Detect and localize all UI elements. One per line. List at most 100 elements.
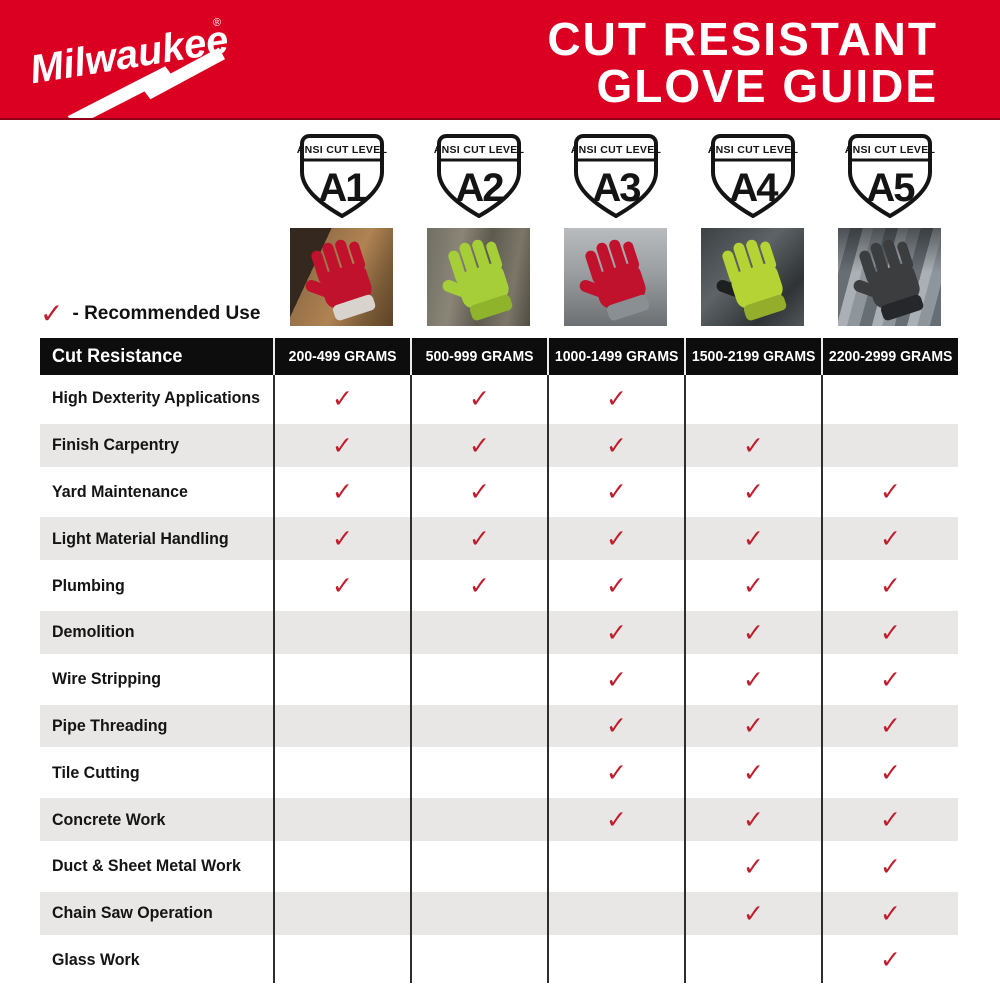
check-icon: ✓ xyxy=(606,758,627,788)
check-cell xyxy=(410,796,547,843)
levels-row-spacer xyxy=(40,130,273,326)
check-icon: ✓ xyxy=(606,571,627,601)
row-label: High Dexterity Applications xyxy=(52,388,261,408)
check-icon: ✓ xyxy=(743,430,764,460)
check-icon: ✓ xyxy=(40,297,64,330)
check-cell: ✓ xyxy=(821,749,958,797)
shield-level-code: A2 xyxy=(455,166,503,210)
row-label: Pipe Threading xyxy=(52,715,168,735)
check-icon: ✓ xyxy=(880,898,901,928)
check-icon: ✓ xyxy=(743,805,764,835)
glove-photo xyxy=(838,228,941,326)
check-cell xyxy=(273,842,410,890)
check-icon: ✓ xyxy=(880,711,901,741)
table-header-row: Cut Resistance 200-499 GRAMS 500-999 GRA… xyxy=(40,338,958,375)
check-cell: ✓ xyxy=(684,608,821,656)
check-cell: ✓ xyxy=(273,562,410,609)
check-cell xyxy=(547,842,684,890)
glove-illustration xyxy=(442,239,513,321)
check-icon: ✓ xyxy=(880,758,901,788)
legend-label: - Recommended Use xyxy=(72,303,261,324)
column-header-a3-grams: 1000-1499 GRAMS xyxy=(547,338,684,375)
row-label: Tile Cutting xyxy=(52,762,140,782)
ansi-levels-row: ANSI CUT LEVEL A1 ANSI CUT LEVEL A2 xyxy=(40,130,958,326)
check-icon: ✓ xyxy=(606,430,627,460)
table-row: Plumbing ✓ ✓ ✓ ✓ ✓ xyxy=(40,562,958,609)
ansi-level-column: ANSI CUT LEVEL A1 xyxy=(273,130,410,326)
table-row: Pipe Threading ✓ ✓ ✓ xyxy=(40,702,958,750)
check-cell: ✓ xyxy=(410,468,547,516)
lightning-bolt-icon xyxy=(37,47,226,118)
glove-photo xyxy=(427,228,530,326)
check-cell: ✓ xyxy=(273,375,410,422)
row-label-cell: Demolition xyxy=(40,609,273,656)
check-icon: ✓ xyxy=(606,711,627,741)
glove-photo xyxy=(701,228,804,326)
table-row: Glass Work ✓ xyxy=(40,936,958,984)
check-cell: ✓ xyxy=(410,562,547,609)
check-cell xyxy=(684,375,821,422)
row-label: Wire Stripping xyxy=(52,669,162,689)
check-icon: ✓ xyxy=(880,571,901,601)
check-cell: ✓ xyxy=(547,796,684,843)
check-cell xyxy=(821,375,958,422)
ansi-cut-level-shield: ANSI CUT LEVEL A4 xyxy=(707,134,798,219)
shield-band-label: ANSI CUT LEVEL xyxy=(570,144,661,156)
shield-band-label: ANSI CUT LEVEL xyxy=(844,144,935,156)
row-label: Finish Carpentry xyxy=(52,435,179,455)
check-cell: ✓ xyxy=(821,702,958,750)
check-cell: ✓ xyxy=(821,796,958,843)
row-label-cell: High Dexterity Applications xyxy=(40,375,273,422)
check-cell: ✓ xyxy=(684,889,821,937)
shield-band-label: ANSI CUT LEVEL xyxy=(433,144,524,156)
check-cell xyxy=(410,936,547,984)
shield-level-code: A1 xyxy=(318,166,367,210)
check-cell xyxy=(821,421,958,469)
ansi-level-column: ANSI CUT LEVEL A2 xyxy=(410,130,547,326)
row-label-cell: Finish Carpentry xyxy=(40,422,273,469)
table-row: Chain Saw Operation ✓ ✓ xyxy=(40,889,958,937)
column-header-a4-grams: 1500-2199 GRAMS xyxy=(684,338,821,375)
check-cell: ✓ xyxy=(547,749,684,797)
glove-photo xyxy=(564,228,667,326)
check-cell: ✓ xyxy=(684,515,821,563)
shield-level-code: A4 xyxy=(729,166,779,210)
check-icon: ✓ xyxy=(332,430,353,460)
ansi-cut-level-shield: ANSI CUT LEVEL A3 xyxy=(570,134,661,219)
table-row: Tile Cutting ✓ ✓ ✓ xyxy=(40,749,958,797)
column-header-a5-grams: 2200-2999 GRAMS xyxy=(821,338,958,375)
check-cell: ✓ xyxy=(547,375,684,422)
check-cell: ✓ xyxy=(684,421,821,469)
check-icon: ✓ xyxy=(332,383,353,413)
legend-recommended-use: ✓ - Recommended Use xyxy=(40,300,260,328)
glove-illustration xyxy=(579,239,650,321)
check-cell: ✓ xyxy=(410,515,547,563)
check-icon: ✓ xyxy=(743,898,764,928)
row-label-cell: Chain Saw Operation xyxy=(40,890,273,937)
shield-band-label: ANSI CUT LEVEL xyxy=(296,144,387,156)
check-cell: ✓ xyxy=(547,515,684,563)
glove-photo xyxy=(290,228,393,326)
check-icon: ✓ xyxy=(606,477,627,507)
check-cell xyxy=(410,608,547,656)
title-line-1: CUT RESISTANT xyxy=(547,13,938,65)
glove-guide-table: Cut Resistance 200-499 GRAMS 500-999 GRA… xyxy=(40,338,958,984)
check-cell: ✓ xyxy=(821,515,958,563)
check-cell xyxy=(410,842,547,890)
ansi-cut-level-shield: ANSI CUT LEVEL A2 xyxy=(433,134,524,219)
row-label-cell: Light Material Handling xyxy=(40,515,273,562)
check-cell: ✓ xyxy=(547,562,684,609)
check-icon: ✓ xyxy=(469,383,490,413)
row-label-cell: Yard Maintenance xyxy=(40,469,273,516)
check-cell xyxy=(410,889,547,937)
check-cell: ✓ xyxy=(684,842,821,890)
check-cell: ✓ xyxy=(821,842,958,890)
row-label: Yard Maintenance xyxy=(52,481,188,501)
glove-illustration xyxy=(853,239,924,321)
check-cell: ✓ xyxy=(273,421,410,469)
check-cell xyxy=(273,936,410,984)
title-line-2: GLOVE GUIDE xyxy=(596,60,938,112)
check-icon: ✓ xyxy=(880,664,901,694)
table-row: Finish Carpentry ✓ ✓ ✓ ✓ xyxy=(40,421,958,469)
